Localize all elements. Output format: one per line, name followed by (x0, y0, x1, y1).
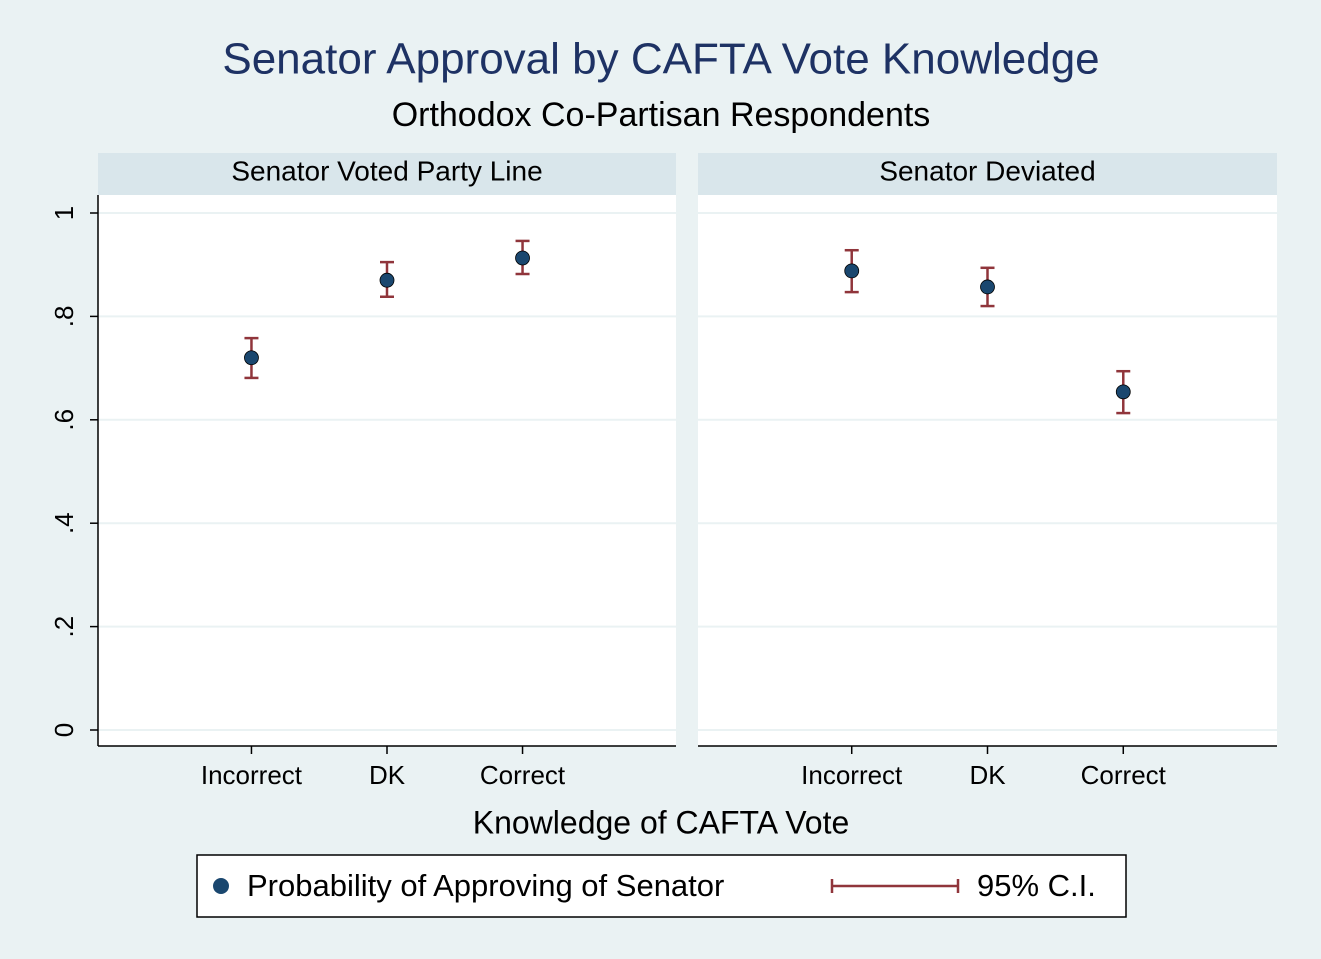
x-tick-label: Incorrect (201, 760, 303, 790)
x-axis-title: Knowledge of CAFTA Vote (473, 804, 850, 840)
point (1115, 384, 1131, 400)
panel-header (698, 153, 1277, 195)
legend-label: 95% C.I. (977, 868, 1096, 903)
y-tick-label: .6 (49, 409, 79, 431)
y-tick-label: .2 (49, 616, 79, 638)
y-tick-label: .8 (49, 306, 79, 328)
x-tick-label: Incorrect (801, 760, 903, 790)
x-tick-label: DK (369, 760, 406, 790)
panel-title: Senator Deviated (879, 155, 1095, 186)
point (379, 272, 395, 288)
point (844, 263, 860, 279)
point (244, 350, 259, 366)
legend-point (213, 878, 229, 894)
chart-title: Senator Approval by CAFTA Vote Knowledge (222, 35, 1099, 84)
x-tick-label: Correct (1081, 760, 1167, 790)
point (515, 250, 530, 266)
chart-subtitle: Orthodox Co-Partisan Respondents (392, 96, 931, 134)
panel-title: Senator Voted Party Line (231, 155, 542, 186)
y-tick-label: 0 (49, 723, 79, 737)
y-tick-label: 1 (49, 206, 79, 220)
point (980, 279, 995, 295)
x-tick-label: Correct (480, 760, 566, 790)
x-tick-label: DK (969, 760, 1006, 790)
panel-header (98, 153, 676, 195)
legend (196, 854, 1127, 918)
y-tick-label: .4 (49, 512, 79, 534)
legend-label: Probability of Approving of Senator (247, 868, 724, 903)
